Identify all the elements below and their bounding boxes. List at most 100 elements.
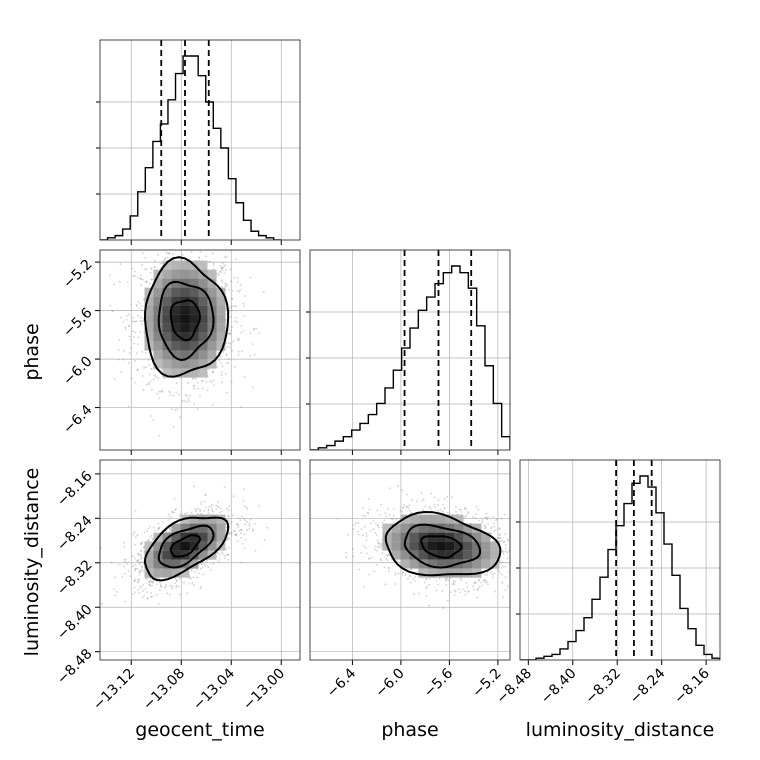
scatter-point (147, 381, 150, 384)
scatter-point (133, 342, 136, 345)
density-cell (207, 332, 217, 342)
density-cell (144, 314, 154, 324)
scatter-point (501, 573, 504, 576)
scatter-point (218, 558, 221, 560)
scatter-point (175, 584, 178, 587)
scatter-point (229, 333, 232, 336)
scatter-point (394, 583, 396, 585)
scatter-point (445, 584, 448, 587)
scatter-point (246, 529, 248, 531)
scatter-point (174, 582, 177, 585)
scatter-point (498, 534, 501, 537)
scatter-point (179, 416, 182, 419)
scatter-point (433, 503, 436, 506)
scatter-point (192, 234, 194, 236)
scatter-point (144, 268, 147, 271)
scatter-point (243, 314, 246, 317)
scatter-point (126, 315, 129, 318)
scatter-point (149, 536, 152, 538)
x-tick-label: −13.08 (140, 666, 188, 714)
scatter-point (197, 572, 200, 575)
scatter-point (160, 585, 162, 588)
scatter-point (211, 508, 213, 510)
scatter-point (134, 579, 136, 582)
scatter-point (141, 541, 144, 544)
scatter-point (352, 555, 355, 558)
scatter-point (210, 505, 213, 508)
scatter-point (152, 537, 154, 540)
scatter-point (157, 522, 160, 525)
scatter-point (230, 380, 233, 383)
scatter-point (402, 571, 405, 574)
density-cell (180, 341, 190, 351)
scatter-point (228, 532, 231, 535)
scatter-point (228, 333, 231, 335)
scatter-point (155, 235, 157, 237)
scatter-point (233, 530, 236, 533)
scatter-point (171, 511, 174, 514)
scatter-point (178, 236, 180, 238)
scatter-point (243, 547, 246, 549)
scatter-point (168, 593, 171, 596)
scatter-point (218, 553, 221, 556)
scatter-point (140, 587, 143, 589)
scatter-point (230, 329, 233, 332)
scatter-point (434, 506, 437, 508)
scatter-point (139, 569, 141, 572)
scatter-point (147, 359, 150, 362)
scatter-point (230, 316, 232, 318)
scatter-point (175, 586, 178, 589)
scatter-point (366, 511, 369, 514)
density-cell (171, 541, 181, 551)
scatter-point (467, 591, 469, 593)
scatter-point (153, 368, 156, 371)
scatter-point (225, 373, 227, 376)
scatter-point (235, 317, 238, 320)
scatter-point (511, 558, 513, 560)
scatter-point (118, 280, 121, 283)
density-cell (162, 269, 172, 279)
scatter-point (408, 510, 411, 512)
scatter-point (135, 304, 138, 307)
scatter-point (137, 314, 139, 317)
scatter-point (474, 582, 477, 585)
scatter-point (238, 291, 241, 293)
scatter-point (134, 543, 137, 546)
scatter-point (253, 353, 256, 356)
scatter-point (240, 532, 242, 535)
scatter-point (199, 236, 201, 238)
scatter-point (174, 225, 176, 227)
scatter-point (381, 521, 384, 524)
density-cell (198, 550, 208, 560)
scatter-point (231, 289, 234, 292)
scatter-point (135, 320, 138, 323)
density-cell (171, 269, 181, 279)
scatter-point (374, 545, 377, 548)
scatter-point (446, 577, 449, 580)
scatter-point (132, 565, 135, 567)
scatter-point (134, 568, 137, 571)
scatter-point (175, 507, 178, 510)
scatter-point (437, 503, 440, 506)
scatter-point (358, 568, 361, 571)
scatter-point (197, 381, 199, 384)
density-cell (207, 341, 217, 351)
scatter-point (258, 505, 261, 507)
scatter-point (185, 401, 188, 404)
scatter-point (113, 378, 116, 380)
scatter-point (148, 580, 150, 583)
scatter-point (101, 602, 104, 605)
scatter-point (465, 582, 468, 585)
scatter-point (168, 527, 171, 530)
scatter-point (230, 531, 233, 534)
density-cell (162, 559, 172, 569)
scatter-point (364, 514, 367, 517)
density-cell (216, 332, 226, 342)
density-cell (162, 287, 172, 297)
scatter-point (155, 243, 157, 245)
scatter-point (225, 342, 228, 345)
scatter-point (176, 408, 179, 411)
scatter-point (464, 593, 467, 596)
scatter-point (188, 577, 191, 580)
scatter-point (125, 318, 128, 321)
